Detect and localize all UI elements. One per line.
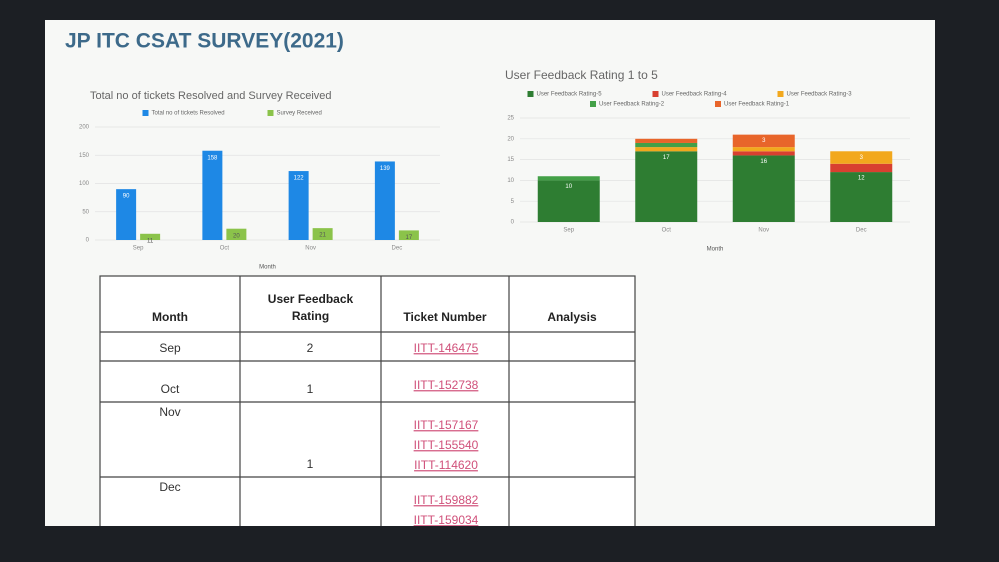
- column-header: Analysis: [547, 310, 597, 324]
- data-label: 122: [294, 176, 305, 182]
- bar-segment: [537, 176, 600, 181]
- cell-month: Sep: [159, 341, 181, 355]
- ticket-link[interactable]: IITT-159034: [414, 513, 479, 527]
- bar: [116, 189, 137, 240]
- bar-segment: [732, 155, 795, 222]
- data-label: 158: [207, 155, 218, 161]
- legend-label: User Feedback Rating-4: [662, 92, 728, 98]
- data-label: 11: [147, 238, 154, 244]
- data-label: 3: [860, 155, 864, 161]
- cell-rating: 2: [307, 341, 314, 355]
- bar-segment: [830, 172, 893, 222]
- y-tick-label: 15: [507, 157, 514, 163]
- x-tick-label: Oct: [220, 246, 230, 252]
- y-tick-label: 50: [82, 209, 89, 215]
- legend-swatch: [527, 91, 534, 97]
- bar-segment: [830, 151, 893, 164]
- data-label: 10: [565, 184, 572, 190]
- chart-title: User Feedback Rating 1 to 5: [505, 68, 658, 82]
- bar-segment: [635, 142, 698, 148]
- legend-label: Total no of tickets Resolved: [152, 111, 225, 117]
- x-axis-label: Month: [259, 265, 276, 271]
- data-label: 20: [233, 233, 240, 239]
- bar-segment: [732, 147, 795, 152]
- cell-month: Oct: [161, 382, 180, 396]
- bar-segment: [635, 151, 698, 222]
- legend-label: Survey Received: [277, 111, 322, 117]
- column-header: Ticket Number: [403, 310, 486, 324]
- y-tick-label: 10: [507, 178, 514, 184]
- x-tick-label: Nov: [758, 228, 769, 234]
- column-header: Month: [152, 310, 188, 324]
- data-label: 139: [380, 166, 391, 172]
- bar-segment: [635, 147, 698, 152]
- y-tick-label: 0: [86, 238, 90, 244]
- bar: [312, 228, 333, 240]
- data-label: 12: [858, 176, 865, 182]
- y-tick-label: 20: [507, 136, 514, 142]
- legend-label: User Feedback Rating-5: [537, 92, 603, 98]
- x-tick-label: Dec: [856, 228, 867, 234]
- page-title: JP ITC CSAT SURVEY(2021): [65, 30, 344, 53]
- cell-month: Dec: [159, 480, 180, 494]
- legend-swatch: [590, 101, 596, 107]
- ticket-link[interactable]: IITT-155540: [414, 438, 479, 452]
- bar: [226, 228, 247, 240]
- chart-title: Total no of tickets Resolved and Survey …: [90, 90, 332, 102]
- x-tick-label: Dec: [392, 246, 403, 252]
- data-label: 17: [663, 155, 670, 161]
- x-axis-label: Month: [707, 247, 724, 253]
- data-label: 90: [123, 194, 130, 200]
- ticket-link[interactable]: IITT-152738: [414, 378, 479, 392]
- legend-swatch: [777, 91, 784, 97]
- data-label: 16: [760, 159, 767, 165]
- legend-label: User Feedback Rating-1: [724, 102, 790, 108]
- bar-segment: [732, 151, 795, 156]
- bar: [398, 230, 419, 240]
- y-tick-label: 150: [79, 153, 90, 159]
- ticket-link[interactable]: IITT-146475: [414, 341, 479, 355]
- legend-label: User Feedback Rating-2: [599, 102, 665, 108]
- bar-segment: [635, 138, 698, 143]
- x-tick-label: Nov: [305, 246, 316, 252]
- legend-swatch: [652, 91, 659, 97]
- legend-label: User Feedback Rating-3: [787, 92, 853, 98]
- cell-rating: 1: [307, 382, 314, 396]
- legend-swatch: [142, 110, 149, 116]
- bar: [374, 161, 395, 240]
- cell-rating: 1: [307, 457, 314, 471]
- bar: [288, 171, 309, 240]
- bar-segment: [732, 134, 795, 148]
- ticket-link[interactable]: IITT-159882: [414, 493, 479, 507]
- x-tick-label: Sep: [133, 246, 144, 252]
- x-tick-label: Sep: [563, 228, 574, 234]
- data-label: 3: [762, 138, 766, 144]
- ticket-link[interactable]: IITT-114620: [414, 458, 478, 472]
- bar-segment: [830, 163, 893, 173]
- y-tick-label: 100: [79, 181, 90, 187]
- x-tick-label: Oct: [662, 228, 672, 234]
- legend-swatch: [267, 110, 274, 116]
- y-tick-label: 200: [79, 125, 90, 131]
- column-header: User Feedback Rating: [268, 292, 354, 323]
- y-tick-label: 5: [511, 199, 515, 205]
- data-label: 21: [319, 233, 326, 239]
- legend-swatch: [715, 101, 721, 107]
- bar: [140, 233, 161, 240]
- data-label: 17: [406, 235, 413, 241]
- y-tick-label: 0: [511, 220, 515, 226]
- bar-segment: [537, 180, 600, 222]
- y-tick-label: 25: [507, 116, 514, 122]
- ticket-link[interactable]: IITT-157167: [414, 418, 479, 432]
- cell-month: Nov: [159, 405, 180, 419]
- bar: [202, 150, 223, 240]
- table-frame: [99, 275, 636, 526]
- dashboard: JP ITC CSAT SURVEY(2021) Total no of tic…: [65, 30, 910, 527]
